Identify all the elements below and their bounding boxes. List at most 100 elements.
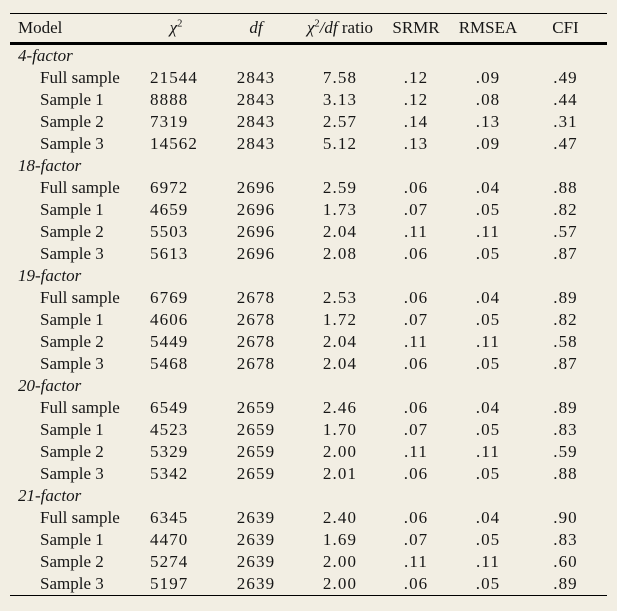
cell-srmr: .11 xyxy=(404,222,428,241)
cell-rmsea: .05 xyxy=(475,200,501,219)
cell-srmr: .06 xyxy=(403,244,429,263)
cell-cfi: .87 xyxy=(553,244,578,263)
row-label: Sample 1 xyxy=(40,90,104,109)
cell-srmr: .13 xyxy=(403,134,429,153)
group-label: 21-factor xyxy=(18,486,82,505)
row-label: Sample 2 xyxy=(40,222,104,241)
cell-df: 2843 xyxy=(236,90,276,109)
cell-rmsea: .05 xyxy=(475,244,501,263)
cell-cfi: .44 xyxy=(553,90,578,109)
column-header-rmsea: RMSEA xyxy=(458,18,518,37)
group-label: 19-factor xyxy=(18,266,82,285)
cell-chi-square: 5274 xyxy=(150,552,189,571)
group-row: 18-factor xyxy=(10,155,607,177)
column-header-df: df xyxy=(212,14,300,44)
cell-cfi: .82 xyxy=(553,310,578,329)
cell-srmr: .11 xyxy=(404,552,428,571)
column-header-cfi: CFI xyxy=(552,18,579,37)
cell-df: 2696 xyxy=(236,178,276,197)
cell-df: 2678 xyxy=(236,332,276,351)
table-row: Sample 1 4523 2659 1.70 .07 .05 .83 xyxy=(10,419,607,441)
cell-cfi: .88 xyxy=(553,178,578,197)
cell-cfi: .88 xyxy=(553,464,578,483)
cell-srmr: .07 xyxy=(403,200,429,219)
group-row: 21-factor xyxy=(10,485,607,507)
cell-cfi: .57 xyxy=(553,222,578,241)
cell-chi-square: 5329 xyxy=(150,442,189,461)
cell-chi-square: 5503 xyxy=(150,222,189,241)
cell-srmr: .07 xyxy=(403,310,429,329)
cell-rmsea: .08 xyxy=(475,90,501,109)
row-label: Full sample xyxy=(40,288,120,307)
table-row: Sample 2 7319 2843 2.57 .14 .13 .31 xyxy=(10,111,607,133)
row-label: Sample 3 xyxy=(40,464,104,483)
row-label: Sample 3 xyxy=(40,244,104,263)
table-row: Full sample 6549 2659 2.46 .06 .04 .89 xyxy=(10,397,607,419)
cell-chi-df-ratio: 2.57 xyxy=(322,112,358,131)
cell-srmr: .06 xyxy=(403,398,429,417)
cell-srmr: .11 xyxy=(404,442,428,461)
model-fit-table: Model χ2 df χ2/df ratio SRMR RMSEA CFI 4… xyxy=(10,13,607,596)
cell-chi-df-ratio: 2.40 xyxy=(322,508,358,527)
row-label: Sample 3 xyxy=(40,574,104,593)
cell-srmr: .06 xyxy=(403,508,429,527)
cell-cfi: .49 xyxy=(553,68,578,87)
cell-cfi: .59 xyxy=(553,442,578,461)
cell-df: 2639 xyxy=(236,508,276,527)
cell-cfi: .60 xyxy=(553,552,578,571)
cell-chi-square: 5342 xyxy=(150,464,189,483)
table-row: Full sample 6972 2696 2.59 .06 .04 .88 xyxy=(10,177,607,199)
row-label: Sample 1 xyxy=(40,310,104,329)
table-row: Sample 1 4659 2696 1.73 .07 .05 .82 xyxy=(10,199,607,221)
cell-srmr: .07 xyxy=(403,530,429,549)
cell-rmsea: .05 xyxy=(475,464,501,483)
cell-chi-df-ratio: 3.13 xyxy=(322,90,358,109)
cell-rmsea: .04 xyxy=(475,398,501,417)
cell-rmsea: .05 xyxy=(475,530,501,549)
cell-chi-df-ratio: 1.73 xyxy=(322,200,358,219)
cell-srmr: .06 xyxy=(403,288,429,307)
cell-df: 2659 xyxy=(236,442,276,461)
cell-chi-df-ratio: 2.00 xyxy=(322,442,358,461)
cell-df: 2639 xyxy=(236,574,276,593)
cell-rmsea: .11 xyxy=(476,332,500,351)
row-label: Sample 2 xyxy=(40,442,104,461)
table-row: Full sample 6345 2639 2.40 .06 .04 .90 xyxy=(10,507,607,529)
table-row: Sample 3 5613 2696 2.08 .06 .05 .87 xyxy=(10,243,607,265)
cell-chi-df-ratio: 2.04 xyxy=(322,332,358,351)
cell-rmsea: .11 xyxy=(476,222,500,241)
row-label: Sample 3 xyxy=(40,134,104,153)
chi-symbol: χ xyxy=(169,18,178,37)
cell-df: 2639 xyxy=(236,530,276,549)
cell-cfi: .87 xyxy=(553,354,578,373)
cell-srmr: .06 xyxy=(403,464,429,483)
cell-df: 2678 xyxy=(236,288,276,307)
cell-chi-square: 6345 xyxy=(150,508,189,527)
group-row: 19-factor xyxy=(10,265,607,287)
cell-rmsea: .05 xyxy=(475,574,501,593)
cell-df: 2678 xyxy=(236,310,276,329)
cell-rmsea: .13 xyxy=(475,112,501,131)
table-row: Sample 3 14562 2843 5.12 .13 .09 .47 xyxy=(10,133,607,155)
column-header-model: Model xyxy=(18,18,63,37)
cell-chi-square: 4606 xyxy=(150,310,189,329)
cell-df: 2639 xyxy=(236,552,276,571)
cell-df: 2696 xyxy=(236,244,276,263)
cell-cfi: .31 xyxy=(553,112,578,131)
group-label: 20-factor xyxy=(18,376,82,395)
cell-srmr: .06 xyxy=(403,574,429,593)
cell-chi-square: 6769 xyxy=(150,288,189,307)
row-label: Full sample xyxy=(40,508,120,527)
table-row: Sample 1 4470 2639 1.69 .07 .05 .83 xyxy=(10,529,607,551)
cell-chi-square: 21544 xyxy=(150,68,198,87)
cell-rmsea: .05 xyxy=(475,310,501,329)
cell-chi-df-ratio: 1.72 xyxy=(322,310,358,329)
table-row: Sample 3 5468 2678 2.04 .06 .05 .87 xyxy=(10,353,607,375)
df-label: df xyxy=(249,18,263,37)
slash-df-label: /df xyxy=(319,18,338,37)
cell-chi-df-ratio: 2.46 xyxy=(322,398,358,417)
table-header-row: Model χ2 df χ2/df ratio SRMR RMSEA CFI xyxy=(10,14,607,44)
chi-exponent: 2 xyxy=(314,18,320,30)
cell-srmr: .06 xyxy=(403,178,429,197)
cell-chi-df-ratio: 5.12 xyxy=(322,134,358,153)
